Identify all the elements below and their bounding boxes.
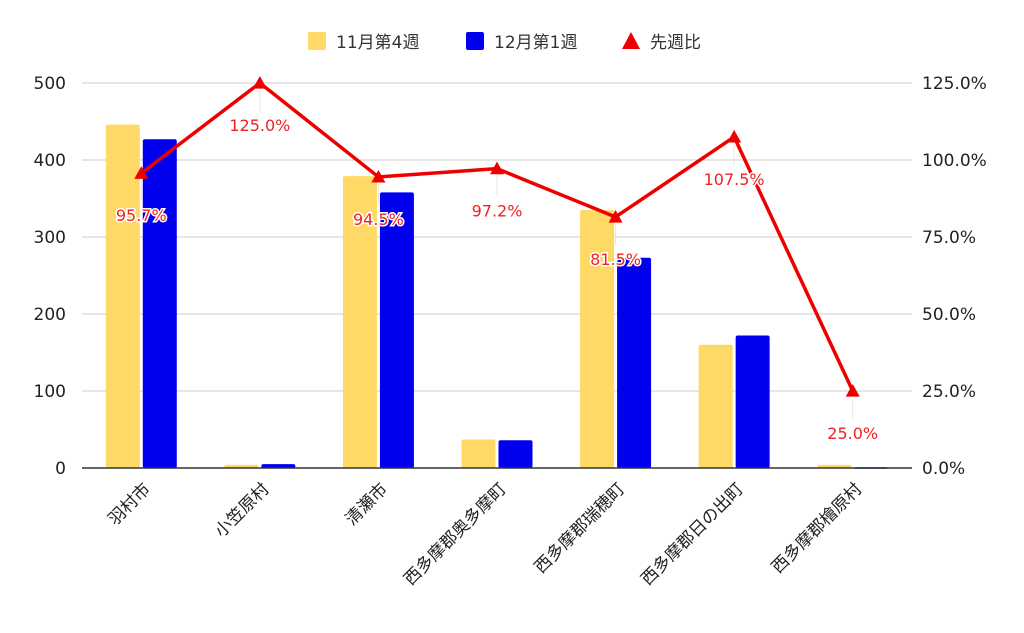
x-category-label: 清瀬市 (342, 479, 392, 529)
x-category-label: 羽村市 (105, 479, 155, 529)
legend-swatch-triangle (622, 32, 640, 49)
data-label: 97.2% (472, 202, 523, 221)
x-category-label: 西多摩郡日の出町 (637, 479, 747, 589)
line-point-marker (608, 209, 623, 223)
legend-label: 先週比 (650, 33, 701, 53)
bar-series1 (461, 439, 496, 468)
data-label: 81.5% (590, 250, 641, 269)
line-point-marker (490, 161, 504, 175)
y-left-tick-label: 200 (34, 305, 66, 325)
line-point-marker (371, 169, 386, 183)
bar-series2 (379, 192, 414, 468)
data-label: 125.0% (229, 116, 290, 135)
bar-series2 (142, 139, 177, 468)
line-point-marker (134, 166, 149, 179)
y-right-tick-label: 25.0% (922, 382, 976, 402)
bar-series1 (580, 210, 615, 469)
legend-swatch (466, 32, 484, 50)
bar-series1 (817, 464, 852, 468)
y-right-tick-label: 125.0% (922, 74, 987, 94)
bar-series1 (698, 344, 733, 468)
y-left-tick-label: 500 (34, 74, 66, 94)
legend-label: 12月第1週 (494, 33, 577, 53)
x-category-label: 小笠原村 (211, 479, 273, 541)
y-right-tick-label: 100.0% (922, 151, 987, 171)
bar-series2 (735, 335, 770, 468)
bar-series2 (498, 440, 533, 468)
y-right-tick-label: 75.0% (922, 228, 976, 248)
y-left-tick-label: 100 (34, 382, 66, 402)
x-category-label: 西多摩郡奥多摩町 (400, 479, 510, 589)
y-left-tick-label: 300 (34, 228, 66, 248)
bar-series2 (261, 464, 296, 468)
data-label: 107.5% (704, 170, 765, 189)
line-point-marker (727, 129, 742, 143)
x-category-label: 西多摩郡瑞穂町 (531, 479, 629, 577)
bar-series1 (224, 464, 259, 468)
data-label: 95.7% (116, 206, 167, 225)
line-point-marker (252, 76, 267, 89)
bar-series2 (617, 257, 652, 468)
legend-label: 11月第4週 (336, 33, 419, 53)
bar-series1 (105, 124, 140, 468)
y-right-tick-label: 50.0% (922, 305, 976, 325)
y-right-tick-label: 0.0% (922, 459, 965, 479)
x-category-label: 西多摩郡檜原村 (767, 479, 866, 578)
data-label: 94.5% (353, 210, 404, 229)
y-left-tick-label: 400 (34, 151, 66, 171)
data-label: 25.0% (827, 424, 878, 443)
y-left-tick-label: 0 (55, 459, 66, 479)
legend-swatch (308, 32, 326, 50)
bar-series1 (342, 176, 377, 469)
line-point-marker (845, 384, 860, 397)
